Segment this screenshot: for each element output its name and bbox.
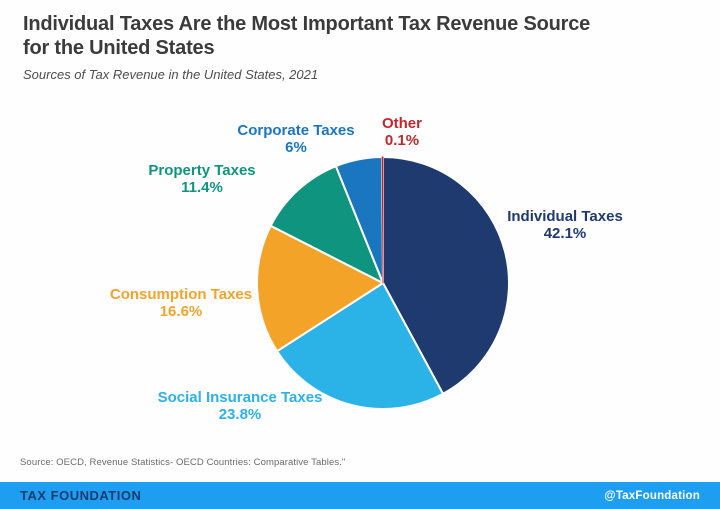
pie-label-individual-taxes: Individual Taxes 42.1%	[465, 208, 665, 242]
source-note: Source: OECD, Revenue Statistics- OECD C…	[20, 457, 346, 468]
pie-label-other-value: 0.1%	[384, 132, 420, 149]
pie-label-other-name: Other	[381, 115, 422, 132]
page-title-line1: Individual Taxes Are the Most Important …	[23, 13, 591, 35]
pie-label-corporate-taxes-name: Corporate Taxes	[237, 122, 355, 139]
page-title-line2: for the United States	[23, 37, 215, 59]
page-title: Individual Taxes Are the Most Important …	[23, 12, 683, 60]
pie-slice-individual-taxes	[382, 156, 510, 395]
brand-name: TAX FOUNDATION	[20, 488, 142, 503]
pie-label-corporate-taxes: Corporate Taxes 6%	[206, 122, 386, 156]
pie-label-individual-taxes-value: 42.1%	[543, 225, 587, 242]
pie-label-consumption-taxes-value: 16.6%	[159, 303, 203, 320]
pie-slice-social-insurance-taxes	[276, 282, 445, 410]
pie-slice-other	[381, 156, 384, 284]
pie-label-social-insurance-taxes-name: Social Insurance Taxes	[157, 389, 323, 406]
pie-label-property-taxes-name: Property Taxes	[148, 162, 256, 179]
footer-bar: TAX FOUNDATION @TaxFoundation	[0, 482, 720, 509]
twitter-handle: @TaxFoundation	[604, 489, 700, 502]
chart-subtitle: Sources of Tax Revenue in the United Sta…	[23, 67, 319, 82]
pie-label-consumption-taxes: Consumption Taxes 16.6%	[81, 286, 281, 320]
pie-label-social-insurance-taxes: Social Insurance Taxes 23.8%	[130, 389, 350, 423]
pie-slice-consumption-taxes	[256, 224, 384, 353]
pie-label-property-taxes: Property Taxes 11.4%	[112, 162, 292, 196]
pie-label-individual-taxes-name: Individual Taxes	[507, 208, 623, 225]
header: Individual Taxes Are the Most Important …	[23, 12, 683, 82]
pie-slice-property-taxes	[269, 165, 384, 284]
pie-label-corporate-taxes-value: 6%	[285, 139, 307, 156]
pie-label-property-taxes-value: 11.4%	[181, 179, 223, 196]
pie-label-social-insurance-taxes-value: 23.8%	[218, 406, 262, 423]
pie-label-consumption-taxes-name: Consumption Taxes	[109, 286, 253, 303]
pie-label-other: Other 0.1%	[352, 115, 452, 149]
